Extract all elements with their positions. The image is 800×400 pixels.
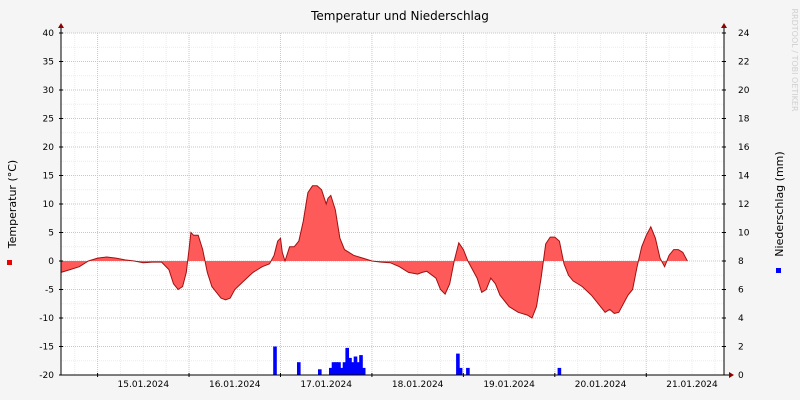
right-tick-label: 10 bbox=[738, 229, 750, 239]
precipitation-bar bbox=[359, 355, 363, 375]
right-tick-label: 4 bbox=[738, 314, 744, 324]
precipitation-bar bbox=[337, 362, 341, 375]
x-tick-label: 21.01.2024 bbox=[666, 380, 718, 390]
left-axis-arrow-icon bbox=[58, 23, 64, 28]
x-axis-ticks: 15.01.2024 16.01.2024 17.01.2024 18.01.2024… bbox=[97, 373, 718, 390]
x-tick-label: 19.01.2024 bbox=[483, 380, 535, 390]
precipitation-bar bbox=[350, 362, 355, 375]
right-axis-arrow-icon bbox=[721, 23, 727, 28]
right-tick-label: 0 bbox=[738, 371, 744, 381]
x-tick-label: 18.01.2024 bbox=[392, 380, 444, 390]
precipitation-bar bbox=[557, 367, 562, 375]
left-tick-label: 15 bbox=[43, 172, 54, 182]
left-tick-label: 35 bbox=[43, 58, 54, 68]
axes bbox=[58, 23, 734, 378]
precipitation-series bbox=[273, 346, 562, 375]
right-tick-label: 16 bbox=[738, 143, 750, 153]
left-tick-label: -5 bbox=[45, 286, 54, 296]
precipitation-bar bbox=[331, 362, 336, 375]
left-tick-label: 25 bbox=[43, 115, 54, 125]
left-tick-label: 30 bbox=[43, 86, 55, 96]
temperature-series bbox=[60, 185, 688, 319]
precipitation-bar bbox=[339, 367, 344, 375]
plot-background bbox=[61, 33, 724, 375]
left-tick-label: 0 bbox=[48, 257, 54, 267]
x-tick-label: 20.01.2024 bbox=[575, 380, 627, 390]
precipitation-bar bbox=[345, 347, 349, 375]
precipitation-bar bbox=[273, 346, 277, 375]
x-tick-label: 16.01.2024 bbox=[209, 380, 261, 390]
precipitation-bar bbox=[348, 357, 352, 375]
left-tick-label: 40 bbox=[43, 29, 55, 39]
precipitation-bar bbox=[334, 362, 339, 375]
watermark: RRDTOOL / TOBI OETIKER bbox=[790, 8, 799, 111]
x-tick-label: 15.01.2024 bbox=[118, 380, 170, 390]
precipitation-bar bbox=[466, 367, 470, 375]
precipitation-bar bbox=[456, 353, 460, 375]
left-tick-label: -10 bbox=[39, 314, 54, 324]
x-axis-arrow-icon bbox=[729, 372, 734, 378]
left-tick-label: 5 bbox=[48, 229, 54, 239]
left-tick-label: -20 bbox=[39, 371, 54, 381]
right-tick-label: 18 bbox=[738, 115, 750, 125]
chart-title: Temperatur und Niederschlag bbox=[310, 9, 489, 23]
temperature-legend-marker bbox=[7, 260, 12, 265]
precipitation-bar bbox=[297, 362, 301, 375]
precipitation-bar bbox=[361, 367, 366, 375]
precipitation-bar bbox=[356, 362, 360, 375]
left-tick-label: 20 bbox=[43, 143, 55, 153]
precipitation-bar bbox=[329, 367, 333, 375]
temperature-line bbox=[60, 185, 688, 319]
right-tick-label: 22 bbox=[738, 58, 749, 68]
right-tick-label: 24 bbox=[738, 29, 750, 39]
temperature-area bbox=[61, 185, 688, 318]
x-tick-label: 17.01.2024 bbox=[300, 380, 352, 390]
right-tick-label: 6 bbox=[738, 286, 744, 296]
precipitation-bar bbox=[342, 362, 347, 375]
right-tick-label: 2 bbox=[738, 343, 744, 353]
left-tick-label: 10 bbox=[43, 200, 55, 210]
left-axis-ticks: 40 35 30 25 20 15 10 5 0 -5 -10 -15 -20 bbox=[39, 29, 63, 381]
left-tick-label: -15 bbox=[39, 343, 54, 353]
right-tick-label: 8 bbox=[738, 257, 744, 267]
precipitation-bar bbox=[353, 356, 358, 375]
precipitation-legend-marker bbox=[776, 268, 781, 273]
left-axis-label: Temperatur (°C) bbox=[6, 160, 19, 249]
right-tick-label: 14 bbox=[738, 172, 750, 182]
right-axis-label: Niederschlag (mm) bbox=[773, 151, 786, 256]
precipitation-bar bbox=[318, 369, 322, 375]
right-tick-label: 20 bbox=[738, 86, 750, 96]
precipitation-bar bbox=[458, 367, 463, 375]
right-tick-label: 12 bbox=[738, 200, 749, 210]
